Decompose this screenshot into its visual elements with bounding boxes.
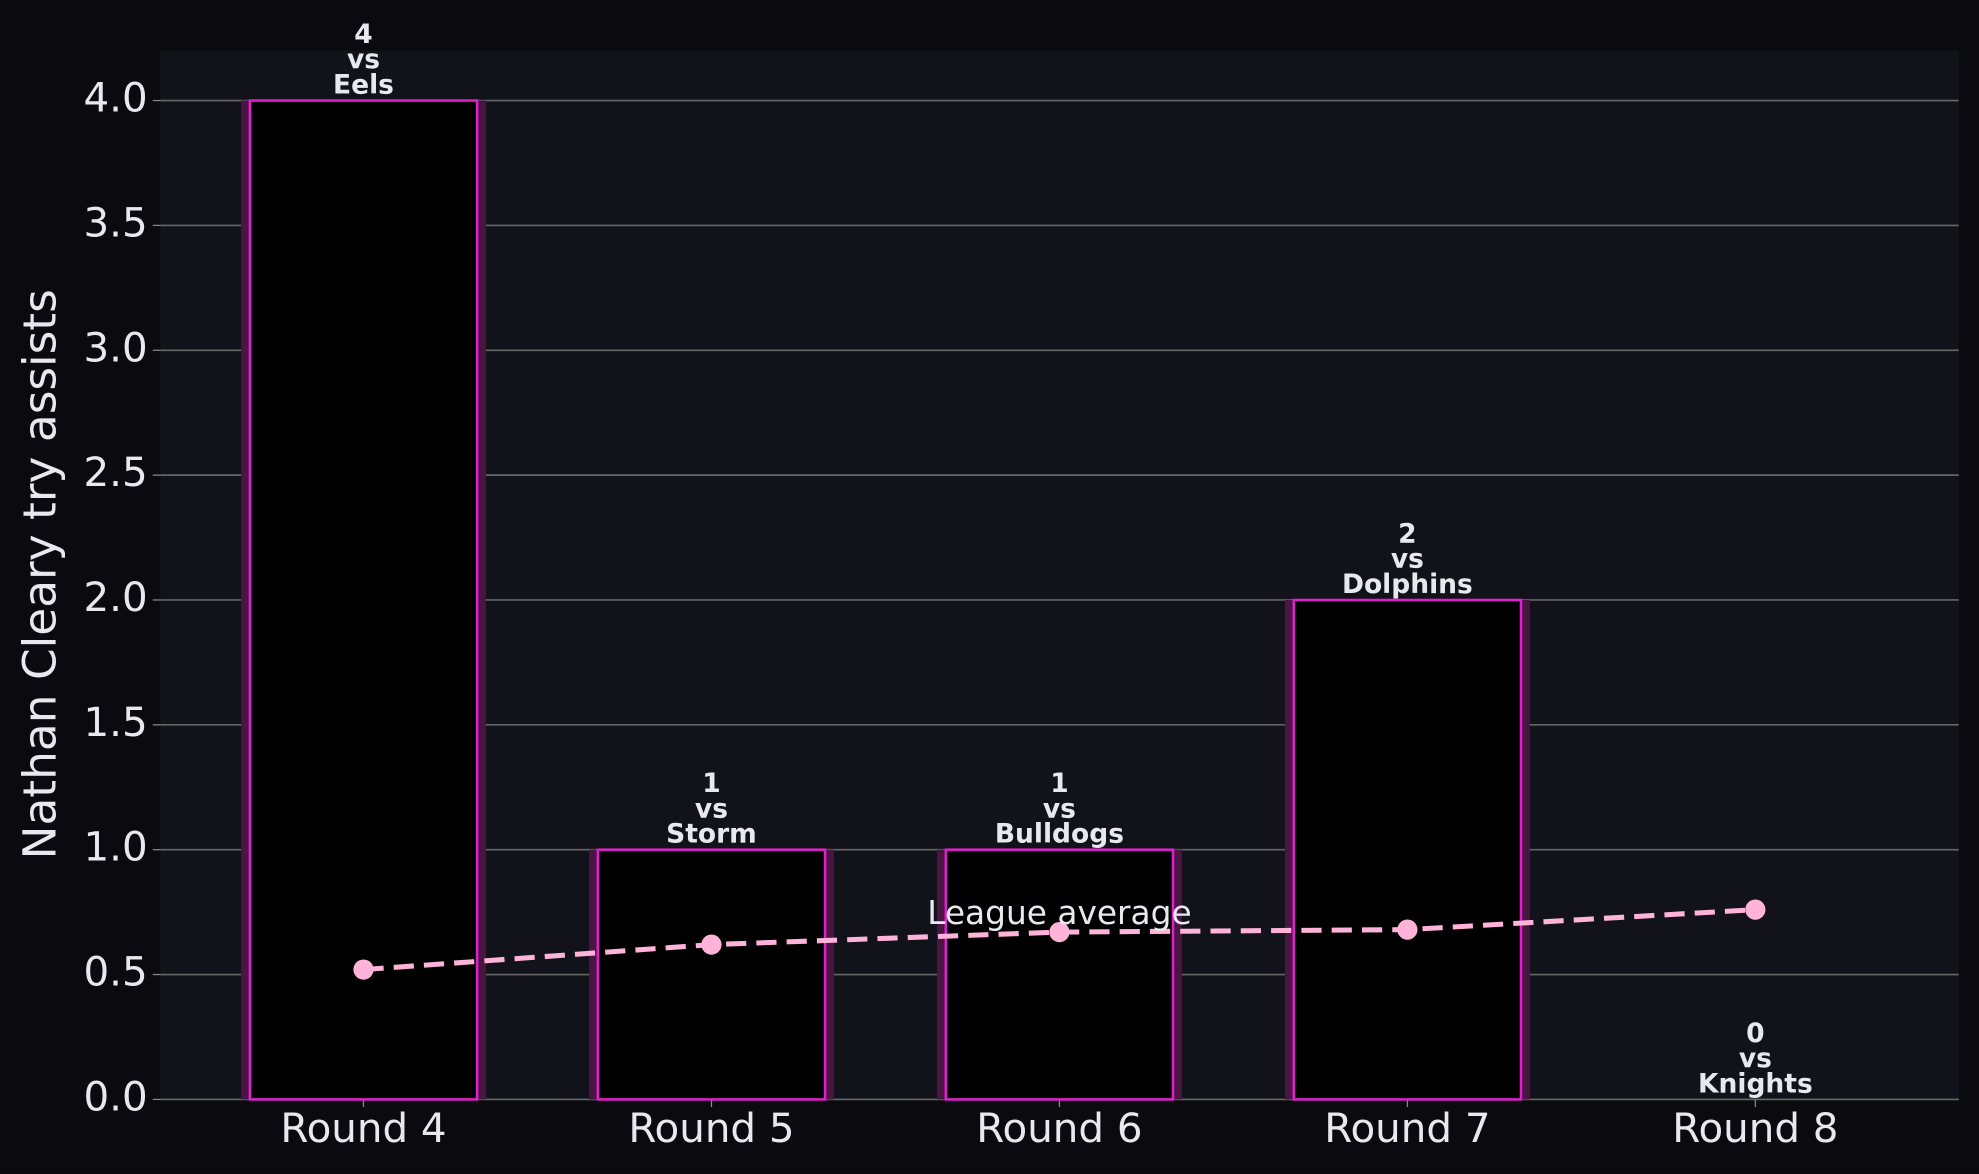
y-tick-label: 0.0 bbox=[83, 1073, 147, 1120]
bar bbox=[944, 848, 1175, 1101]
bar bbox=[596, 848, 827, 1101]
value-label: 0 vs Knights bbox=[1698, 1017, 1813, 1098]
line-marker bbox=[1397, 919, 1418, 940]
y-tick-label: 2.0 bbox=[83, 574, 147, 621]
y-tick-label: 4.0 bbox=[83, 75, 147, 122]
y-tick-label: 2.5 bbox=[83, 449, 147, 496]
value-label: 1 vs Bulldogs bbox=[995, 768, 1124, 849]
y-tick-label: 1.0 bbox=[83, 824, 147, 871]
x-tick-label: Round 8 bbox=[1672, 1105, 1838, 1152]
x-tick-label: Round 5 bbox=[628, 1105, 794, 1152]
y-tick-label: 1.5 bbox=[83, 699, 147, 746]
y-axis-label: Nathan Cleary try assists bbox=[13, 289, 66, 859]
x-tick-label: Round 4 bbox=[280, 1105, 446, 1152]
line-marker bbox=[701, 934, 722, 955]
value-label: 2 vs Dolphins bbox=[1342, 518, 1473, 599]
line-marker bbox=[1745, 899, 1766, 920]
line-marker bbox=[1049, 922, 1070, 943]
x-tick-label: Round 7 bbox=[1324, 1105, 1490, 1152]
bar bbox=[1292, 598, 1523, 1101]
y-tick-label: 3.5 bbox=[83, 199, 147, 246]
y-tick-label: 3.0 bbox=[83, 324, 147, 371]
x-tick-label: Round 6 bbox=[976, 1105, 1142, 1152]
value-label: 4 vs Eels bbox=[333, 18, 394, 99]
y-tick-label: 0.5 bbox=[83, 949, 147, 996]
line-marker bbox=[353, 959, 374, 980]
line-label: League average bbox=[927, 894, 1191, 932]
value-label: 1 vs Storm bbox=[666, 768, 757, 849]
bar bbox=[248, 99, 479, 1101]
